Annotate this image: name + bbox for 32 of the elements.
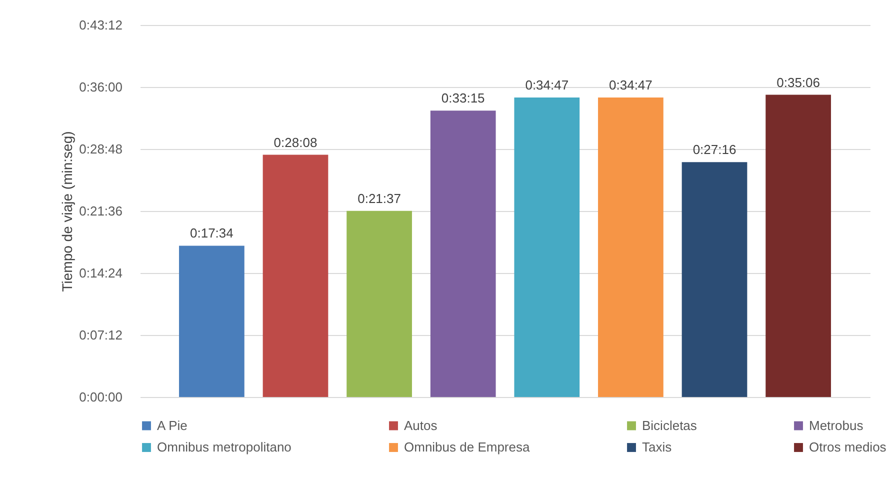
y-tick-label: 0:21:36 [79,204,122,218]
bar [262,154,328,397]
y-axis-title: Tiempo de viaje (min:seg) [59,131,76,292]
y-tick-label: 0:07:12 [79,328,122,342]
y-tick-label: 0:36:00 [79,80,122,94]
data-label: 0:21:37 [358,190,401,206]
bar [179,246,244,397]
bar [682,162,748,397]
legend-label: Otros medios [809,440,887,454]
y-tick-label: 0:28:48 [79,142,122,156]
legend-label: Taxis [642,440,672,454]
data-label: 0:28:08 [274,134,318,150]
bar [514,98,580,397]
data-label: 0:17:34 [190,226,234,241]
legend-label: Omnibus de Empresa [404,440,530,454]
y-tick-label: 0:00:00 [79,390,122,404]
legend-label: A Pie [157,418,188,433]
legend-label: Omnibus metropolitano [157,440,292,454]
data-label: 0:27:16 [692,142,736,158]
bar [598,98,664,397]
data-label: 0:34:47 [609,78,652,93]
y-tick-label: 0:43:12 [79,18,122,32]
legend-label: Bicicletas [642,418,698,433]
bar [766,94,831,397]
bar [346,210,412,397]
y-tick-label: 0:14:24 [79,266,122,280]
bar [430,110,496,397]
data-label: 0:34:47 [525,78,569,93]
legend-label: Autos [404,418,438,433]
data-label: 0:35:06 [776,74,820,90]
legend-label: Metrobus [809,418,864,433]
data-label: 0:33:15 [441,90,485,106]
